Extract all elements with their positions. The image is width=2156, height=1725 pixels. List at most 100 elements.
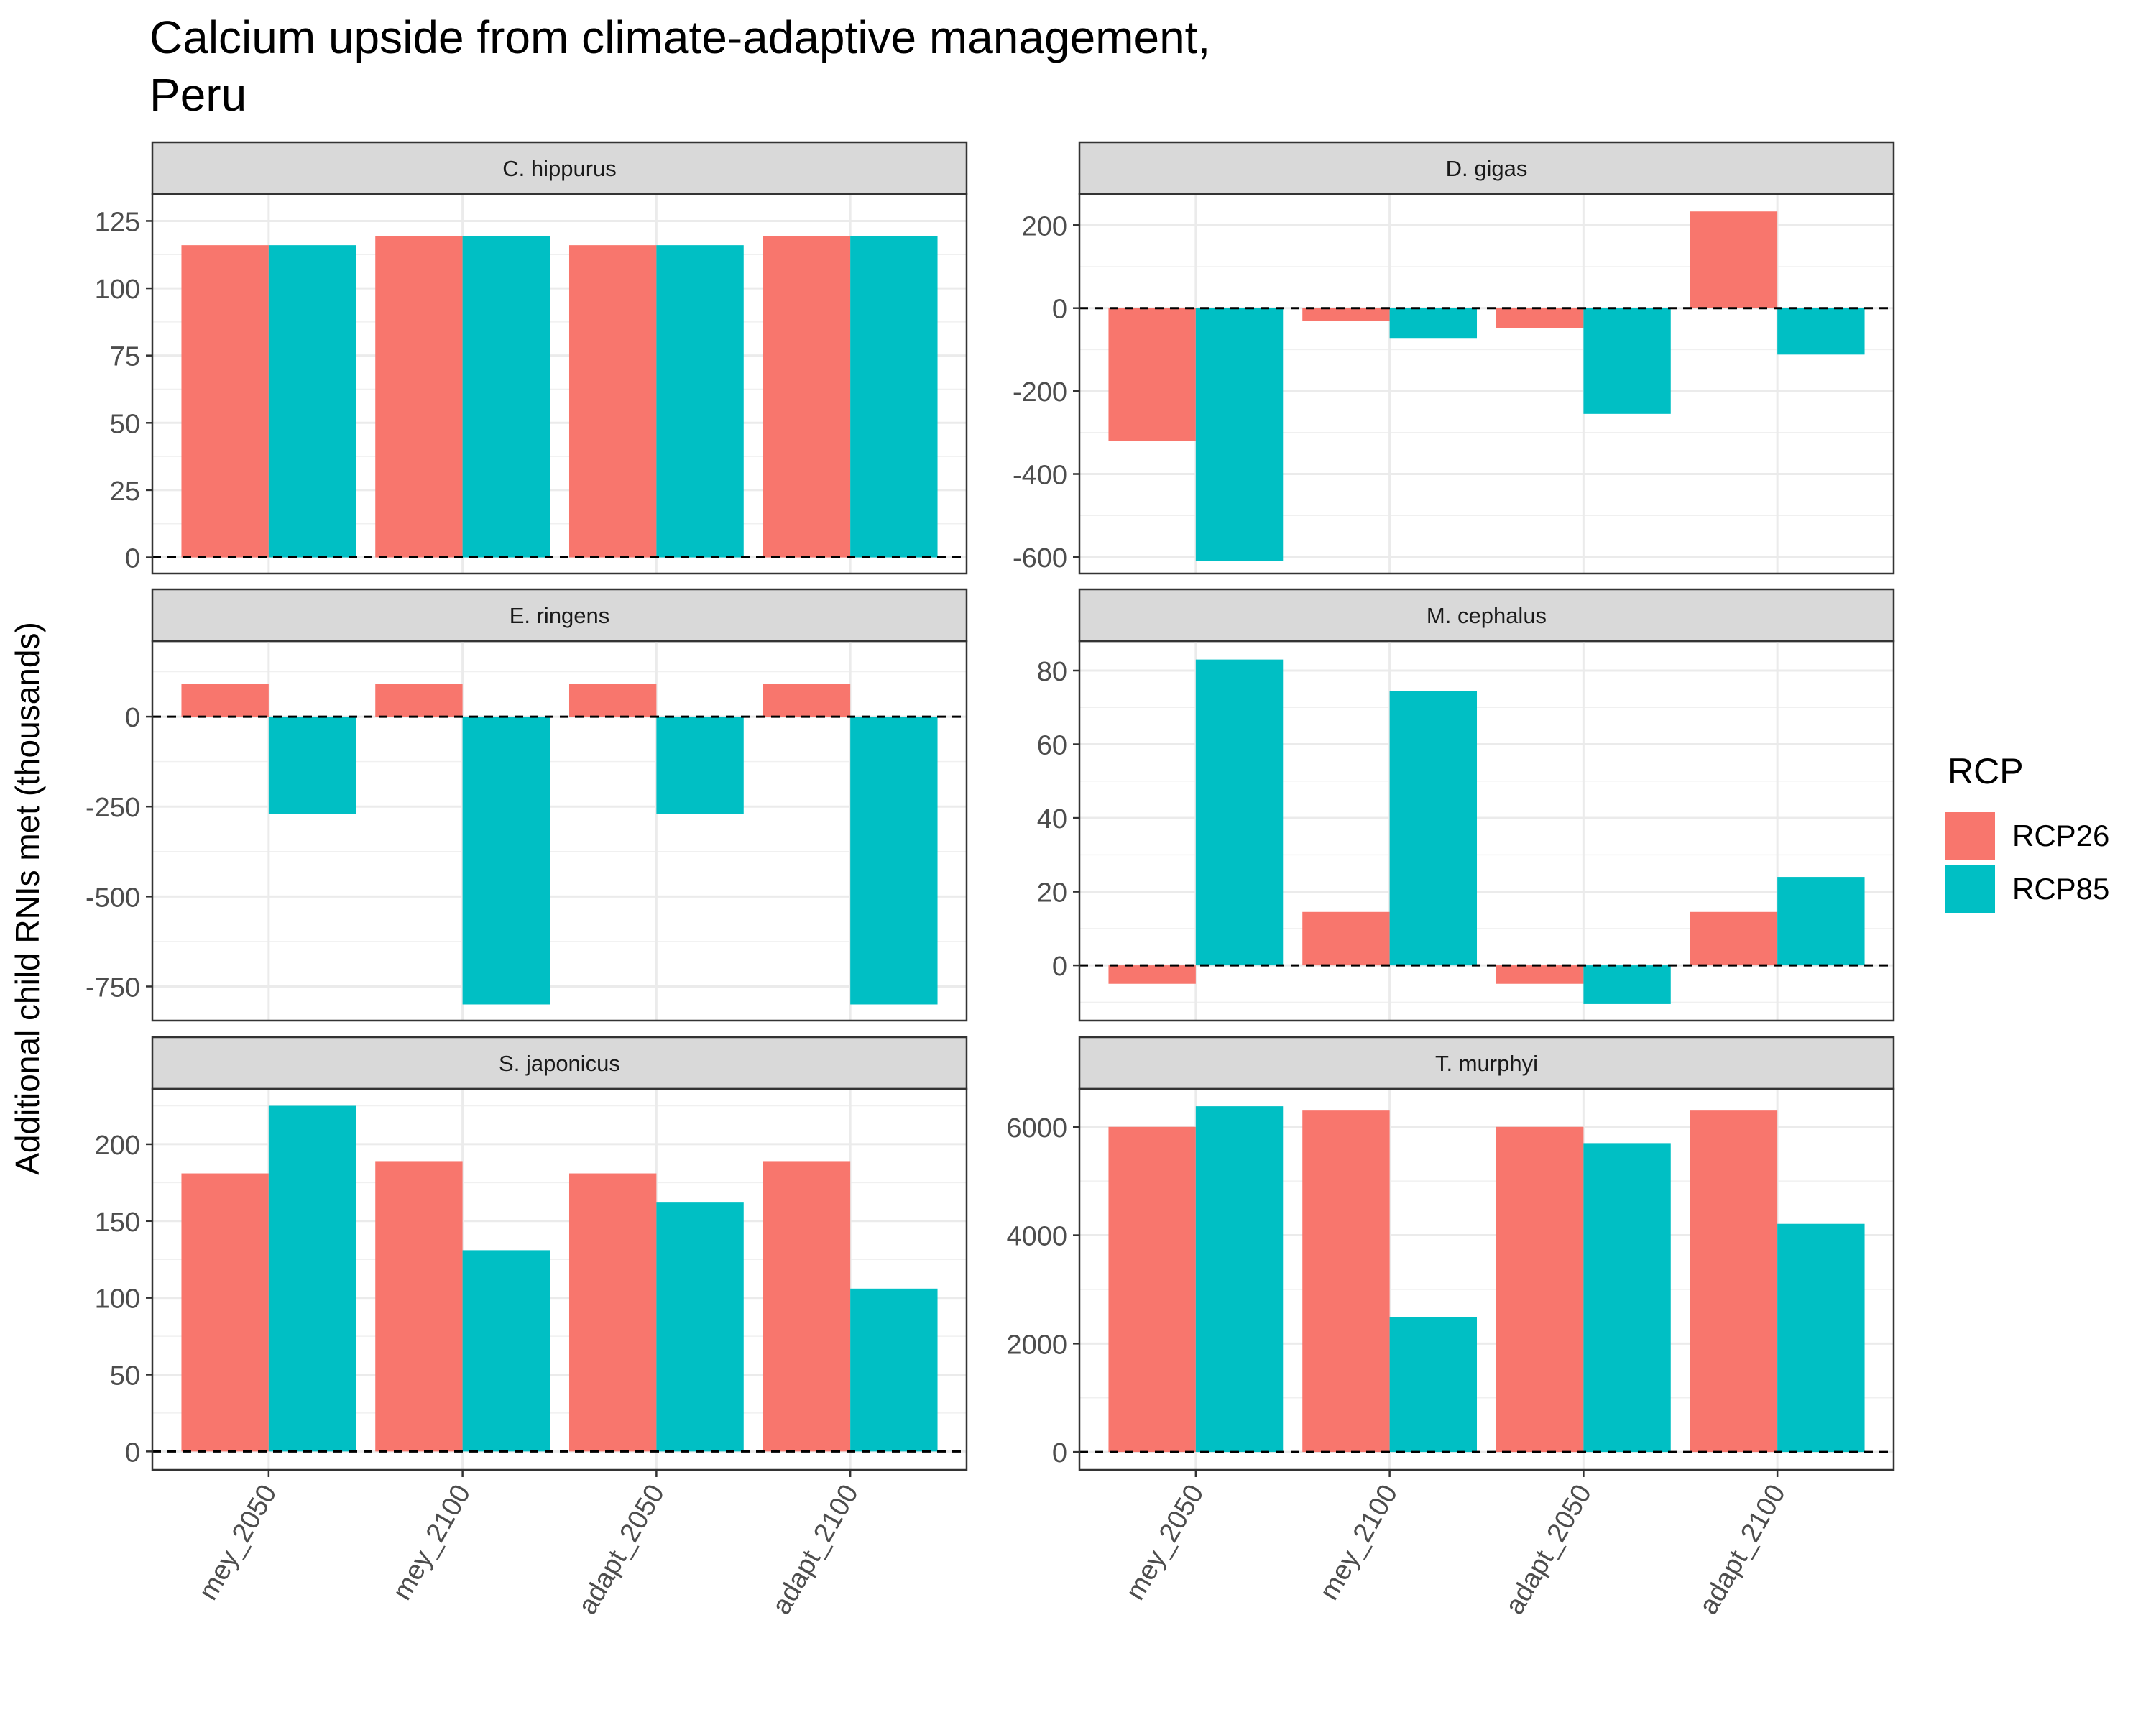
y-tick-label: 25 bbox=[110, 477, 140, 507]
bar-rcp85-adapt-2050 bbox=[1583, 1143, 1671, 1453]
bar-rcp85-adapt-2100 bbox=[850, 717, 938, 1005]
x-tick-label-mey-2050: mey_2050 bbox=[1120, 1480, 1210, 1606]
panel-border bbox=[1078, 193, 1895, 575]
bar-rcp26-mey-2100 bbox=[375, 1161, 463, 1452]
bar-rcp85-mey-2100 bbox=[462, 236, 550, 558]
y-tick-label: 0 bbox=[125, 544, 140, 574]
chart-title-line-2: Peru bbox=[149, 69, 247, 121]
x-tick-label-adapt-2050: adapt_2050 bbox=[1499, 1480, 1598, 1620]
bar-rcp85-adapt-2100 bbox=[1777, 877, 1865, 966]
facet-strip bbox=[1078, 1036, 1895, 1090]
y-tick-label: 200 bbox=[1022, 211, 1067, 242]
y-tick-label: 2000 bbox=[1006, 1330, 1067, 1360]
bar-rcp85-adapt-2050 bbox=[656, 245, 744, 558]
bar-rcp85-mey-2100 bbox=[462, 717, 550, 1005]
bar-rcp26-adapt-2050 bbox=[568, 245, 657, 558]
bar-rcp26-adapt-2100 bbox=[1690, 211, 1778, 308]
bar-rcp85-mey-2100 bbox=[1389, 308, 1478, 339]
y-tick-label: 0 bbox=[125, 703, 140, 733]
panel-border bbox=[151, 640, 968, 1022]
panel-border bbox=[1078, 640, 1895, 1022]
bar-rcp26-adapt-2100 bbox=[1690, 911, 1778, 966]
panel-c-hippurus: C. hippurus 0 25 50 75 100 125 bbox=[95, 141, 968, 575]
bar-rcp85-adapt-2050 bbox=[656, 1202, 744, 1452]
y-tick-label: 150 bbox=[95, 1208, 140, 1238]
bar-rcp85-mey-2050 bbox=[268, 245, 356, 558]
panel-border bbox=[151, 1087, 968, 1471]
y-tick-label: -500 bbox=[86, 883, 140, 913]
y-tick-label: 0 bbox=[1052, 952, 1067, 982]
panel-border bbox=[1078, 1087, 1895, 1471]
y-tick-label: 4000 bbox=[1006, 1222, 1067, 1252]
bar-rcp85-adapt-2100 bbox=[850, 1288, 938, 1452]
y-tick-label: 60 bbox=[1037, 731, 1067, 761]
y-tick-label: 6000 bbox=[1006, 1113, 1067, 1144]
y-tick-label: 75 bbox=[110, 342, 140, 372]
y-tick-label: 0 bbox=[125, 1438, 140, 1468]
y-tick-label: 40 bbox=[1037, 804, 1067, 834]
facet-strip bbox=[1078, 588, 1895, 643]
legend-label-rcp85: RCP85 bbox=[2012, 872, 2109, 906]
facet-label: C. hippurus bbox=[502, 156, 617, 181]
bar-rcp85-adapt-2100 bbox=[850, 236, 938, 558]
bar-rcp26-adapt-2100 bbox=[763, 236, 851, 558]
y-tick-label: 125 bbox=[95, 207, 140, 237]
x-tick-label-mey-2100: mey_2100 bbox=[1314, 1480, 1404, 1606]
y-tick-label: 50 bbox=[110, 1361, 140, 1392]
legend-key-rcp26 bbox=[1945, 812, 1995, 860]
y-tick-label: -200 bbox=[1013, 377, 1067, 408]
legend-key-rcp85 bbox=[1945, 865, 1995, 913]
facet-strip bbox=[1078, 141, 1895, 196]
bar-rcp85-adapt-2050 bbox=[1583, 308, 1671, 414]
bar-rcp26-adapt-2050 bbox=[568, 1173, 657, 1452]
bar-rcp85-mey-2050 bbox=[1195, 308, 1284, 561]
y-tick-label: -600 bbox=[1013, 543, 1067, 574]
panel-e-ringens: E. ringens -750 -500 -250 0 bbox=[86, 588, 968, 1022]
panel-t-murphyi: T. murphyi 0 2000 4000 6000 bbox=[1006, 1036, 1895, 1471]
bar-rcp85-mey-2100 bbox=[1389, 691, 1478, 966]
x-tick-label-mey-2100: mey_2100 bbox=[387, 1480, 476, 1606]
bar-rcp26-mey-2050 bbox=[1108, 965, 1196, 984]
y-tick-label: -250 bbox=[86, 793, 140, 823]
y-axis-label: Additional child RNIs met (thousands) bbox=[9, 622, 46, 1175]
bar-rcp26-mey-2050 bbox=[181, 1173, 269, 1452]
bar-rcp26-mey-2050 bbox=[181, 245, 269, 558]
bar-rcp85-adapt-2100 bbox=[1777, 308, 1865, 355]
facet-label: S. japonicus bbox=[499, 1051, 620, 1076]
facet-strip bbox=[151, 588, 968, 643]
bar-rcp26-adapt-2100 bbox=[1690, 1110, 1778, 1453]
bar-rcp85-mey-2050 bbox=[1195, 1106, 1284, 1453]
panel-border bbox=[151, 193, 968, 575]
x-axes: mey_2050 mey_2100 adapt_2050 adapt_2100 mey_… bbox=[193, 1470, 1792, 1619]
x-tick-label-adapt-2100: adapt_2100 bbox=[1693, 1480, 1792, 1620]
facet-label: T. murphyi bbox=[1435, 1051, 1538, 1076]
facet-strip bbox=[151, 141, 968, 196]
bar-rcp26-mey-2050 bbox=[1108, 308, 1196, 441]
y-tick-label: 200 bbox=[95, 1131, 140, 1161]
x-tick-label-mey-2050: mey_2050 bbox=[193, 1480, 283, 1606]
y-tick-label: -750 bbox=[86, 972, 140, 1003]
facet-label: D. gigas bbox=[1446, 156, 1528, 181]
y-tick-label: 20 bbox=[1037, 878, 1067, 908]
bar-rcp26-mey-2100 bbox=[1302, 911, 1390, 966]
legend: RCP RCP26 RCP85 bbox=[1945, 751, 2109, 913]
x-tick-label-adapt-2050: adapt_2050 bbox=[572, 1480, 671, 1620]
y-tick-label: 0 bbox=[1052, 1438, 1067, 1468]
chart-title-line-1: Calcium upside from climate-adaptive man… bbox=[149, 12, 1210, 63]
bar-rcp85-mey-2050 bbox=[268, 717, 356, 814]
bar-rcp85-mey-2050 bbox=[1195, 659, 1284, 966]
panel-d-gigas: D. gigas -600 -400 -200 0 200 bbox=[1013, 141, 1895, 575]
bar-rcp26-mey-2100 bbox=[375, 684, 463, 717]
y-tick-label: 80 bbox=[1037, 657, 1067, 687]
panel-m-cephalus: M. cephalus 0 20 40 60 80 bbox=[1037, 588, 1895, 1022]
facet-label: E. ringens bbox=[510, 603, 610, 628]
bar-rcp85-mey-2050 bbox=[268, 1105, 356, 1452]
y-tick-label: 100 bbox=[95, 275, 140, 305]
facet-label: M. cephalus bbox=[1427, 603, 1547, 628]
y-tick-label: -400 bbox=[1013, 461, 1067, 491]
y-tick-label: 100 bbox=[95, 1284, 140, 1315]
bar-rcp85-mey-2100 bbox=[462, 1250, 550, 1452]
bar-rcp26-adapt-2100 bbox=[763, 1161, 851, 1452]
bar-rcp26-mey-2100 bbox=[1302, 308, 1390, 321]
